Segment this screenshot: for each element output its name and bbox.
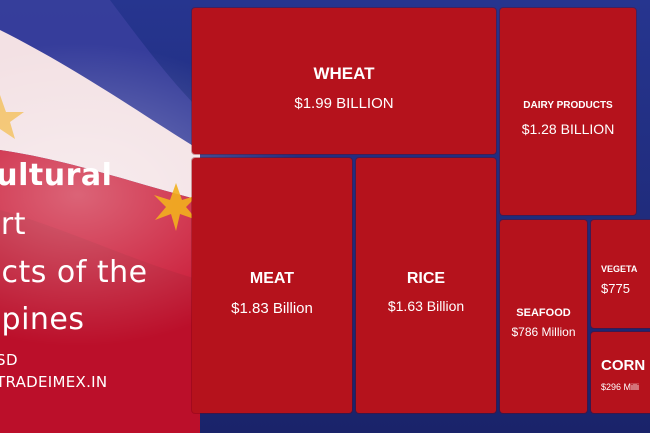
tile-name: CORN xyxy=(601,356,646,374)
tile-value: $1.28 BILLION xyxy=(521,121,615,137)
tile-value: $775 xyxy=(601,281,630,296)
tile-value: $786 Million xyxy=(511,325,576,339)
tile-name: RICE xyxy=(406,270,446,287)
tile-name: WHEAT xyxy=(313,63,375,83)
treemap-tile-dairy-products: DAIRY PRODUCTS $1.28 BILLION xyxy=(500,8,636,215)
tile-name: SEAFOOD xyxy=(516,306,571,319)
currency-note: SD xyxy=(0,351,19,369)
tile-value: $1.99 BILLION xyxy=(294,95,394,112)
tile-value: $1.83 Billion xyxy=(231,300,313,317)
title-line-3: ucts of the xyxy=(0,255,148,290)
tile-value: $1.63 Billion xyxy=(387,298,465,314)
title-line-1: cultural xyxy=(0,158,113,193)
tile-name: VEGETA xyxy=(601,263,638,274)
treemap-tile-seafood: SEAFOOD $786 Million xyxy=(500,220,587,413)
tile-name: DAIRY PRODUCTS xyxy=(523,100,613,111)
tile-name: MEAT xyxy=(249,270,295,287)
treemap-tile-corn: CORN $296 Milli xyxy=(591,332,650,413)
treemap-tile-wheat: WHEAT $1.99 BILLION xyxy=(192,8,496,154)
title-line-4: ppines xyxy=(0,302,85,337)
tile-value: $296 Milli xyxy=(601,382,640,392)
sun-icon xyxy=(154,183,198,231)
star-icon xyxy=(0,95,24,139)
treemap-tile-rice: RICE $1.63 Billion xyxy=(356,158,496,413)
source-website: TRADEIMEX.IN xyxy=(0,373,108,391)
title-line-2: ort xyxy=(0,207,26,242)
treemap-tile-vegeta: VEGETA $775 xyxy=(591,220,650,328)
treemap-tile-meat: MEAT $1.83 Billion xyxy=(192,158,352,413)
